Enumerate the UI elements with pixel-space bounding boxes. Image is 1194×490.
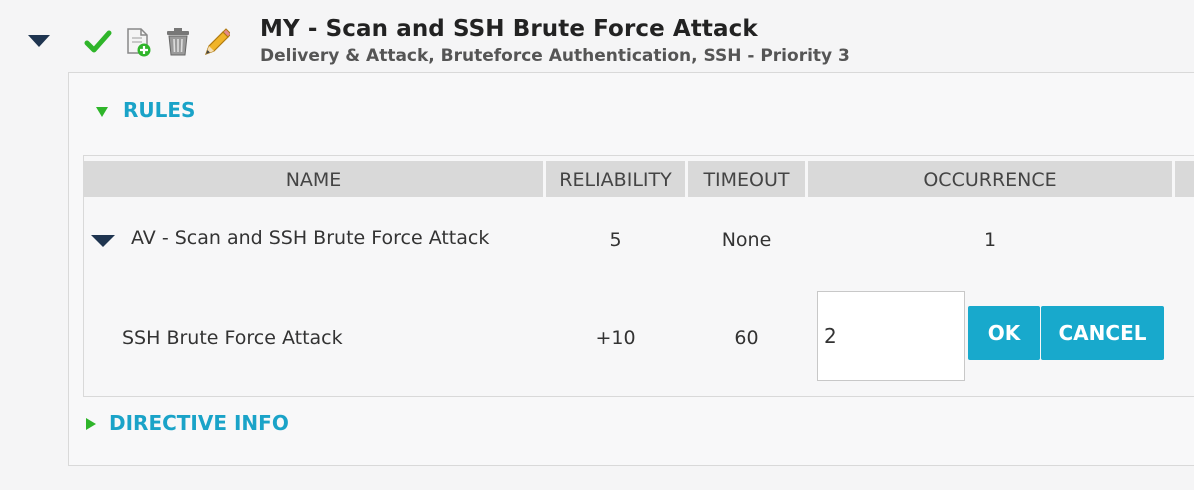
occurrence-input[interactable] <box>817 291 965 381</box>
rule-collapse-icon[interactable] <box>91 235 115 247</box>
pencil-icon[interactable] <box>202 26 230 58</box>
subrule-reliability: +10 <box>595 327 636 349</box>
rule-reliability: 5 <box>609 229 622 251</box>
column-header-name: NAME <box>84 161 543 197</box>
trash-icon[interactable] <box>164 26 192 58</box>
directive-title: MY - Scan and SSH Brute Force Attack <box>260 16 758 42</box>
ok-button[interactable]: OK <box>968 306 1040 360</box>
subrule-timeout: 60 <box>734 327 759 349</box>
column-header-extra <box>1175 161 1194 197</box>
clone-document-icon[interactable] <box>124 26 152 58</box>
rules-heading[interactable]: RULES <box>123 98 196 122</box>
rule-occurrence: 1 <box>983 229 997 251</box>
directive-subtitle: Delivery & Attack, Bruteforce Authentica… <box>260 46 850 66</box>
column-header-reliability: RELIABILITY <box>546 161 685 197</box>
subrule-name: SSH Brute Force Attack <box>122 327 343 349</box>
column-header-timeout: TIMEOUT <box>688 161 805 197</box>
cancel-button[interactable]: CANCEL <box>1041 306 1164 360</box>
collapse-directive-icon[interactable] <box>28 35 50 47</box>
rule-timeout: None <box>721 229 772 251</box>
rules-expand-icon[interactable] <box>96 107 108 117</box>
rule-name: AV - Scan and SSH Brute Force Attack <box>131 227 490 249</box>
directive-info-heading[interactable]: DIRECTIVE INFO <box>109 411 289 435</box>
checkmark-icon[interactable] <box>84 26 112 58</box>
column-header-occurrence: OCCURRENCE <box>808 161 1172 197</box>
directive-info-expand-icon[interactable] <box>86 418 96 430</box>
